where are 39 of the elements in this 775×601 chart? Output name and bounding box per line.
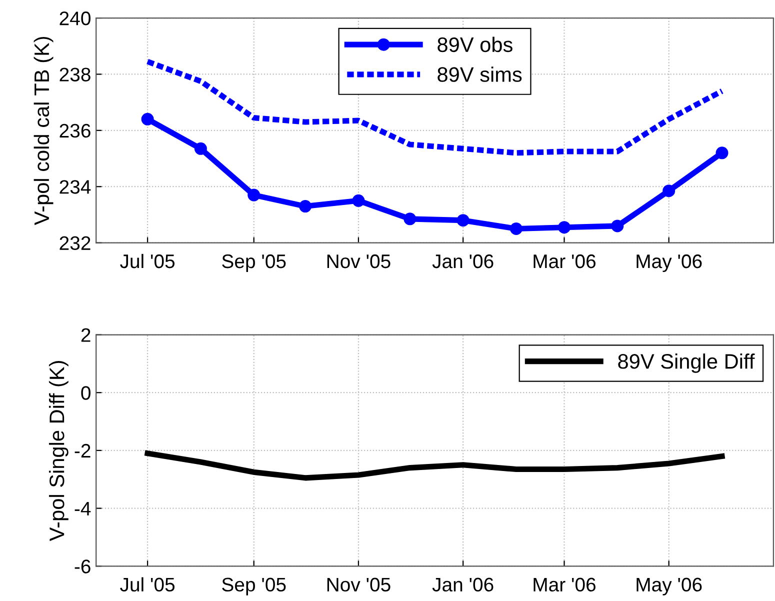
point xyxy=(510,222,522,236)
legend-label: 89V obs xyxy=(438,36,512,52)
x-tick-label: Nov '05 xyxy=(327,578,390,592)
legend-label: 89V Single Diff xyxy=(618,354,755,373)
y-axis-title: V-pol Single Diff (K) xyxy=(48,361,68,542)
y-tick-label: 236 xyxy=(60,124,90,138)
point xyxy=(141,112,154,126)
x-tick-label: May '06 xyxy=(636,578,702,596)
x-tick-label: May '06 xyxy=(636,254,702,272)
point xyxy=(194,142,207,155)
y-tick-label: -6 xyxy=(74,560,90,574)
x-tick-label: Nov '05 xyxy=(327,254,390,268)
x-tick-label: Mar '06 xyxy=(534,578,596,592)
x-tick-label: Jan '06 xyxy=(432,254,494,268)
y-tick-label: 234 xyxy=(60,180,91,194)
point xyxy=(716,146,728,160)
y-axis-title: V-pol cold cal TB (K) xyxy=(34,36,54,226)
y-tick-label: -4 xyxy=(74,502,91,516)
point xyxy=(662,184,676,198)
legend-label: 89V sims xyxy=(438,66,522,82)
point xyxy=(404,212,416,226)
point xyxy=(558,221,570,234)
point xyxy=(352,194,365,207)
x-tick-label: Jul '05 xyxy=(120,577,175,592)
point xyxy=(299,200,312,213)
point xyxy=(456,214,470,227)
x-tick-label: Mar '06 xyxy=(534,254,596,268)
y-tick-label: -2 xyxy=(74,444,90,458)
x-tick-label: Jul '05 xyxy=(120,254,175,268)
y-tick-label: 2 xyxy=(81,328,90,342)
y-tick-label: 232 xyxy=(60,236,90,250)
x-tick-label: Sep '05 xyxy=(222,578,286,596)
x-tick-label: Sep '05 xyxy=(222,254,286,272)
point xyxy=(248,188,260,202)
y-tick-label: 240 xyxy=(60,12,90,26)
y-tick-label: 0 xyxy=(81,386,90,400)
point xyxy=(611,220,624,232)
y-tick-label: 238 xyxy=(60,68,90,82)
x-tick-label: Jan '06 xyxy=(432,578,494,592)
